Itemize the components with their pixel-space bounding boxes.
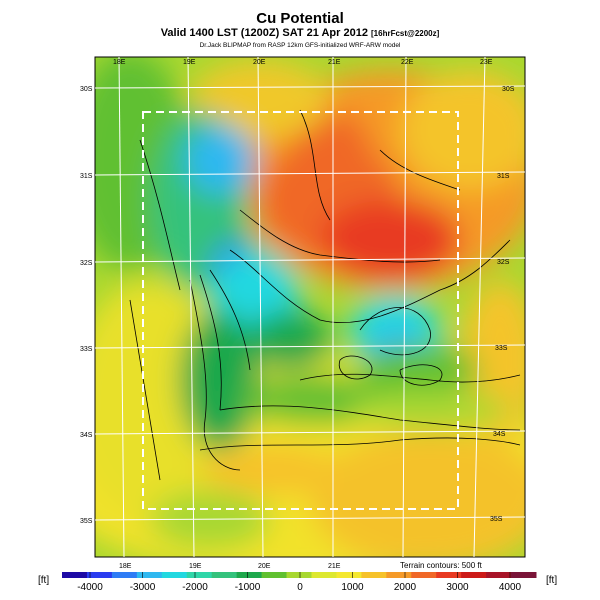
- cu-potential-field: [95, 57, 525, 557]
- colorbar-unit-left: [ft]: [38, 575, 49, 586]
- terrain-contours: [129, 109, 521, 481]
- lat-label-left-31S: 31S: [80, 173, 93, 180]
- colorbar-tick-label: -1000: [235, 582, 261, 593]
- colorbar-swatch: [511, 572, 537, 578]
- lon-label-top-18E: 18E: [113, 59, 126, 66]
- lon-label-top-20E: 20E: [253, 59, 266, 66]
- colorbar-tick-label: 2000: [394, 582, 417, 593]
- colorbar-swatch: [261, 572, 288, 578]
- colorbar-swatch: [186, 572, 213, 578]
- colorbar-swatch: [486, 572, 512, 578]
- colorbar-swatch: [62, 572, 88, 578]
- colorbar-swatch: [461, 572, 487, 578]
- lon-label-top-22E: 22E: [401, 59, 414, 66]
- lat-label-left-33S: 33S: [80, 346, 93, 353]
- map-credit: Dr.Jack BLIPMAP from RASP 12km GFS-initi…: [199, 42, 401, 49]
- colorbar-swatch: [411, 572, 437, 578]
- colorbar-tick-label: -4000: [77, 582, 103, 593]
- lat-label-left-35S: 35S: [80, 518, 93, 525]
- colorbar-tick-label: 3000: [446, 582, 469, 593]
- colorbar-swatch: [211, 572, 238, 578]
- lon-label-bottom-18E: 18E: [119, 563, 132, 570]
- map-title: Cu Potential: [256, 10, 344, 27]
- colorbar-swatch: [311, 572, 337, 578]
- colorbar-tick-label: 4000: [499, 582, 522, 593]
- colorbar-swatch: [436, 572, 462, 578]
- lat-label-left-34S: 34S: [80, 432, 93, 439]
- colorbar-unit-right: [ft]: [546, 575, 557, 586]
- lat-label-right-31S: 31S: [497, 173, 510, 180]
- colorbar-swatch: [236, 572, 263, 578]
- lat-lon-grid: [94, 56, 526, 558]
- lon-label-bottom-20E: 20E: [258, 563, 271, 570]
- map-valid-time: Valid 1400 LST (1200Z) SAT 21 Apr 2012 […: [0, 27, 600, 39]
- colorbar-tick-label: -2000: [182, 582, 208, 593]
- colorbar-tick-label: -3000: [130, 582, 156, 593]
- terrain-note: Terrain contours: 500 ft: [400, 561, 483, 570]
- colorbar-swatch: [86, 572, 113, 578]
- lon-label-top-19E: 19E: [183, 59, 196, 66]
- map-frame: [94, 56, 526, 558]
- lat-label-left-30S: 30S: [80, 86, 93, 93]
- lon-label-bottom-19E: 19E: [189, 563, 202, 570]
- colorbar: [62, 572, 537, 578]
- colorbar-swatch: [161, 572, 188, 578]
- colorbar-swatch: [336, 572, 362, 578]
- inner-domain-box: [142, 111, 459, 510]
- lat-label-right-30S: 30S: [502, 86, 515, 93]
- valid-time-text: Valid 1400 LST (1200Z) SAT 21 Apr 2012: [160, 27, 368, 39]
- colorbar-swatch: [361, 572, 387, 578]
- lat-label-right-32S: 32S: [497, 259, 510, 266]
- lat-label-right-35S: 35S: [490, 516, 503, 523]
- colorbar-tick-label: 0: [297, 582, 303, 593]
- colorbar-swatch: [136, 572, 163, 578]
- lat-label-left-32S: 32S: [80, 260, 93, 267]
- lat-label-right-33S: 33S: [495, 345, 508, 352]
- lon-label-top-21E: 21E: [328, 59, 341, 66]
- colorbar-tick-label: 1000: [341, 582, 364, 593]
- colorbar-ticks: -4000 -3000 -2000 -1000 0 1000 2000 3000 4000: [77, 572, 522, 593]
- lat-label-right-34S: 34S: [493, 431, 506, 438]
- colorbar-swatch: [386, 572, 412, 578]
- lon-label-bottom-21E: 21E: [328, 563, 341, 570]
- lon-label-top-23E: 23E: [480, 59, 493, 66]
- colorbar-swatch: [286, 572, 312, 578]
- colorbar-swatch: [111, 572, 138, 578]
- forecast-label: [16hrFcst@2200z]: [371, 29, 440, 38]
